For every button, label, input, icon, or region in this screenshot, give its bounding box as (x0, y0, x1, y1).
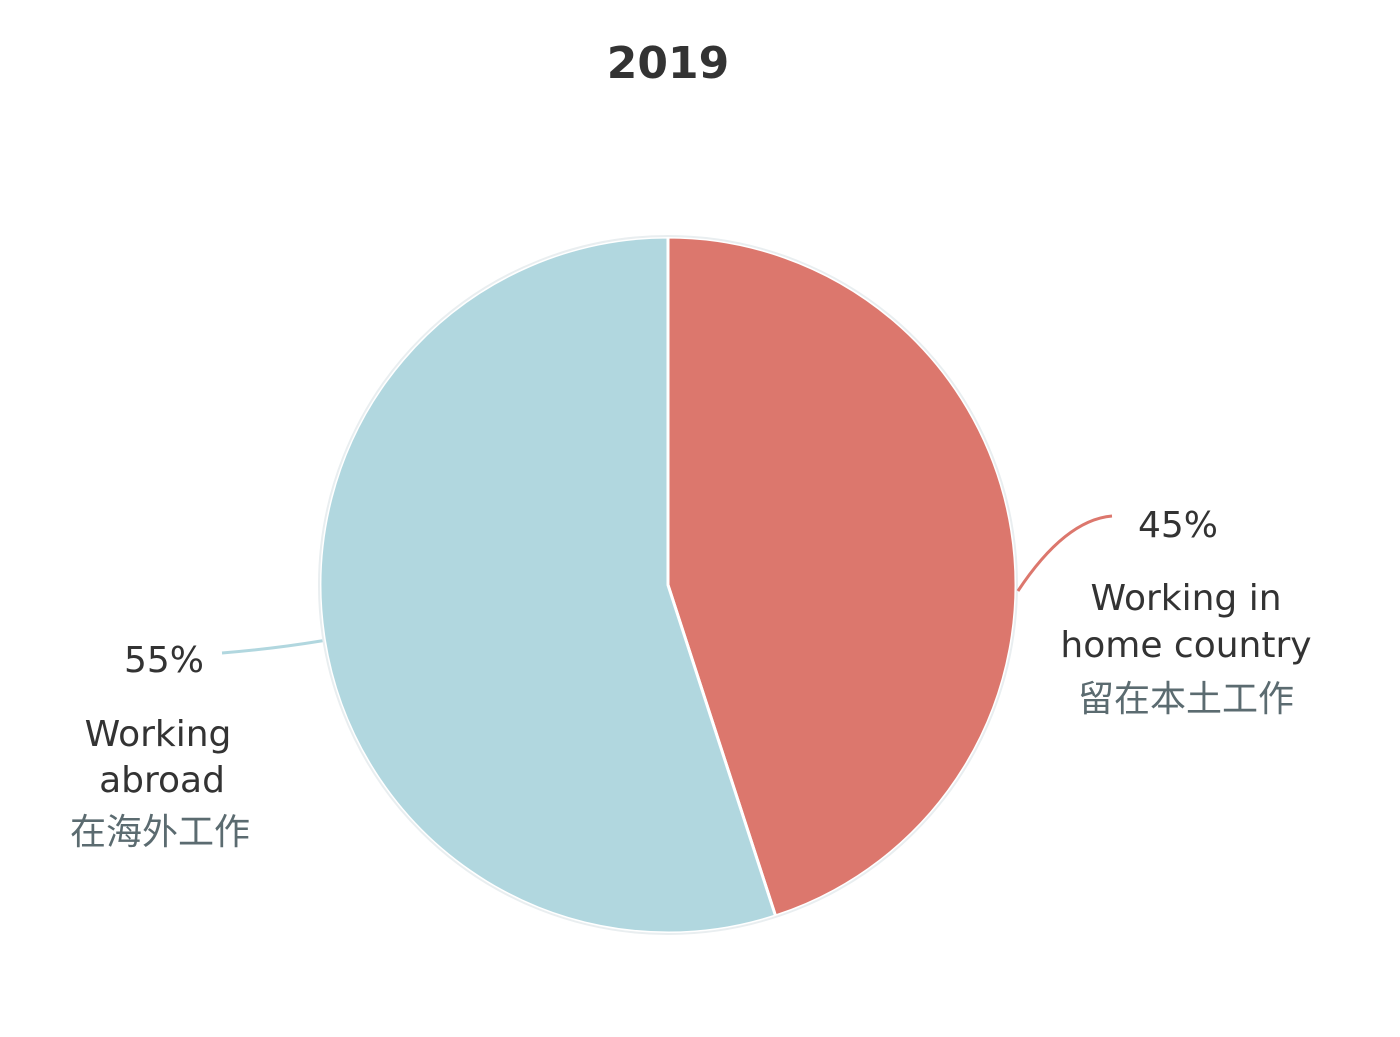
pie-slices (318, 235, 1018, 935)
leader-line-home-country (1016, 514, 1113, 592)
slice-label-abroad-cn: 在海外工作 (70, 812, 250, 853)
slice-label-abroad-line-1: Working (85, 714, 232, 755)
chart-title: 2019 (607, 38, 729, 89)
slice-value-label-home: 45% (1138, 505, 1218, 546)
slice-label-home-line-2: home country (1060, 625, 1311, 666)
slice-label-home-cn: 留在本土工作 (1078, 679, 1294, 720)
slice-label-home-line-1: Working in (1090, 578, 1281, 619)
slice-home-country (666, 235, 1018, 918)
slice-value-label-abroad: 55% (124, 640, 204, 681)
pie-outline (318, 235, 1018, 935)
slice-abroad (318, 235, 778, 935)
slice-label-abroad-line-2: abroad (99, 760, 225, 801)
leader-lines (221, 514, 1113, 655)
leader-line-abroad (221, 639, 323, 655)
